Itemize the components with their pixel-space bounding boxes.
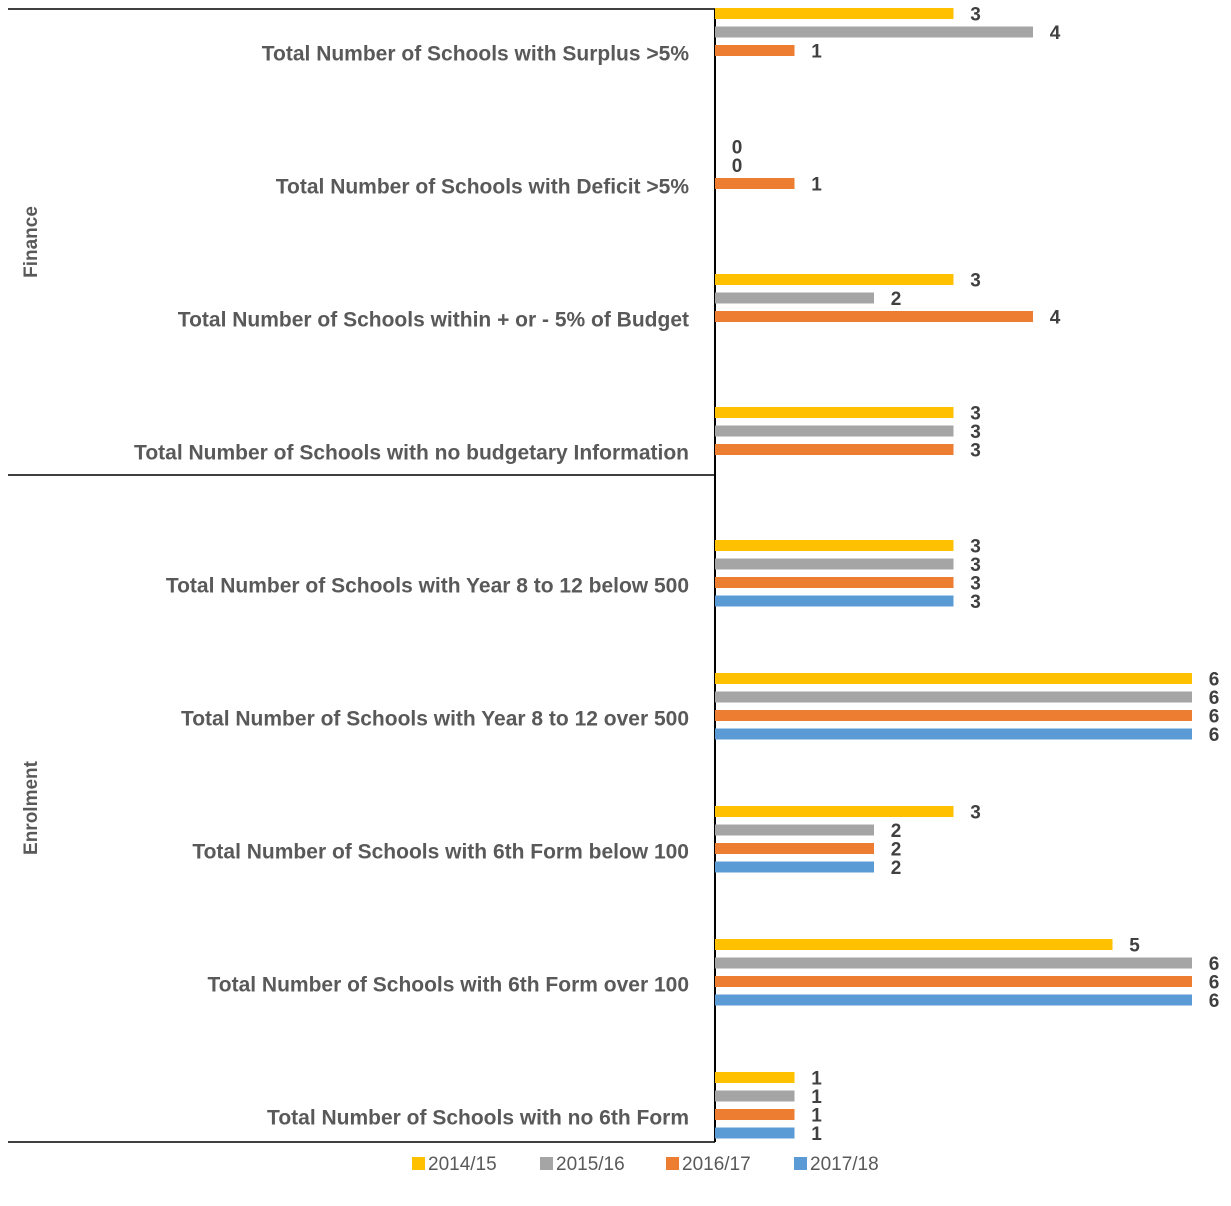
group-label-enrolment: Enrolment bbox=[21, 760, 42, 855]
value-label: 3 bbox=[970, 271, 981, 292]
legend-label: 2015/16 bbox=[556, 1154, 625, 1175]
category-label: Total Number of Schools with no 6th Form bbox=[267, 1107, 689, 1130]
value-label: 1 bbox=[811, 42, 822, 63]
bars bbox=[715, 8, 1192, 1139]
group-label-finance: Finance bbox=[21, 206, 42, 278]
bar-2016-17-7 bbox=[715, 976, 1192, 987]
bar-2014-15-5 bbox=[715, 673, 1192, 684]
value-label: 2 bbox=[891, 840, 902, 861]
category-label: Total Number of Schools within + or - 5%… bbox=[178, 309, 689, 332]
legend-swatch bbox=[540, 1157, 553, 1170]
value-label: 3 bbox=[970, 555, 981, 576]
category-label: Total Number of Schools with no budgetar… bbox=[134, 442, 689, 465]
legend-label: 2017/18 bbox=[810, 1154, 879, 1175]
value-label: 3 bbox=[970, 803, 981, 824]
value-label: 6 bbox=[1209, 973, 1220, 994]
value-label: 3 bbox=[970, 441, 981, 462]
category-label: Total Number of Schools with 6th Form be… bbox=[192, 841, 689, 864]
value-label: 6 bbox=[1209, 707, 1220, 728]
bar-2016-17-1 bbox=[715, 178, 795, 189]
value-label: 1 bbox=[811, 1069, 822, 1090]
chart-frame bbox=[8, 8, 716, 1143]
bar-2015-16-2 bbox=[715, 292, 874, 304]
value-label: 0 bbox=[732, 138, 743, 159]
bar-2016-17-3 bbox=[715, 444, 954, 455]
value-label: 3 bbox=[970, 404, 981, 425]
legend-swatch bbox=[794, 1157, 807, 1170]
legend-swatch bbox=[412, 1157, 425, 1170]
value-label: 3 bbox=[970, 592, 981, 613]
category-label: Total Number of Schools with Year 8 to 1… bbox=[181, 708, 689, 731]
bar-2015-16-3 bbox=[715, 425, 954, 437]
bar-2017-18-5 bbox=[715, 728, 1192, 740]
value-label: 6 bbox=[1209, 991, 1220, 1012]
category-label: Total Number of Schools with Deficit >5% bbox=[276, 176, 690, 199]
value-label: 1 bbox=[811, 175, 822, 196]
category-labels: Finance Enrolment Total Number of Schools … bbox=[21, 43, 689, 1130]
bar-2016-17-4 bbox=[715, 577, 954, 588]
bar-2014-15-3 bbox=[715, 407, 954, 418]
bar-2015-16-7 bbox=[715, 957, 1192, 969]
bar-2016-17-6 bbox=[715, 843, 874, 854]
category-label: Total Number of Schools with 6th Form ov… bbox=[207, 974, 689, 997]
bar-2014-15-0 bbox=[715, 8, 954, 19]
category-label: Total Number of Schools with Surplus >5% bbox=[262, 43, 690, 66]
bar-2014-15-7 bbox=[715, 939, 1113, 950]
value-label: 3 bbox=[970, 5, 981, 26]
bar-2017-18-7 bbox=[715, 994, 1192, 1006]
value-label: 2 bbox=[891, 289, 902, 310]
bar-2017-18-4 bbox=[715, 595, 954, 607]
bar-2016-17-8 bbox=[715, 1109, 795, 1120]
bar-2014-15-6 bbox=[715, 806, 954, 817]
bar-2017-18-8 bbox=[715, 1127, 795, 1139]
value-label: 1 bbox=[811, 1124, 822, 1145]
value-label: 1 bbox=[811, 1087, 822, 1108]
legend-label: 2016/17 bbox=[682, 1154, 751, 1175]
value-label: 4 bbox=[1050, 308, 1061, 329]
bar-2015-16-4 bbox=[715, 558, 954, 570]
bar-2017-18-6 bbox=[715, 861, 874, 873]
value-label: 3 bbox=[970, 574, 981, 595]
category-label: Total Number of Schools with Year 8 to 1… bbox=[166, 575, 689, 598]
value-label: 4 bbox=[1050, 23, 1061, 44]
bar-2015-16-5 bbox=[715, 691, 1192, 703]
legend-swatch bbox=[666, 1157, 679, 1170]
value-label: 2 bbox=[891, 858, 902, 879]
bar-2016-17-2 bbox=[715, 311, 1033, 322]
bar-2015-16-8 bbox=[715, 1090, 795, 1102]
value-label: 5 bbox=[1129, 936, 1140, 957]
legend-label: 2014/15 bbox=[428, 1154, 497, 1175]
value-label: 6 bbox=[1209, 725, 1220, 746]
value-label: 0 bbox=[732, 156, 743, 177]
bar-2016-17-5 bbox=[715, 710, 1192, 721]
value-label: 3 bbox=[970, 422, 981, 443]
value-label: 6 bbox=[1209, 688, 1220, 709]
bar-2014-15-4 bbox=[715, 540, 954, 551]
value-label: 6 bbox=[1209, 670, 1220, 691]
value-label: 3 bbox=[970, 537, 981, 558]
value-label: 1 bbox=[811, 1106, 822, 1127]
bar-2015-16-6 bbox=[715, 824, 874, 836]
bar-2015-16-0 bbox=[715, 26, 1033, 38]
bar-2016-17-0 bbox=[715, 45, 795, 56]
bar-2014-15-2 bbox=[715, 274, 954, 285]
bar-2014-15-8 bbox=[715, 1072, 795, 1083]
value-label: 6 bbox=[1209, 954, 1220, 975]
legend: 2014/15 2015/16 2016/17 2017/18 bbox=[412, 1154, 879, 1175]
value-label: 2 bbox=[891, 821, 902, 842]
